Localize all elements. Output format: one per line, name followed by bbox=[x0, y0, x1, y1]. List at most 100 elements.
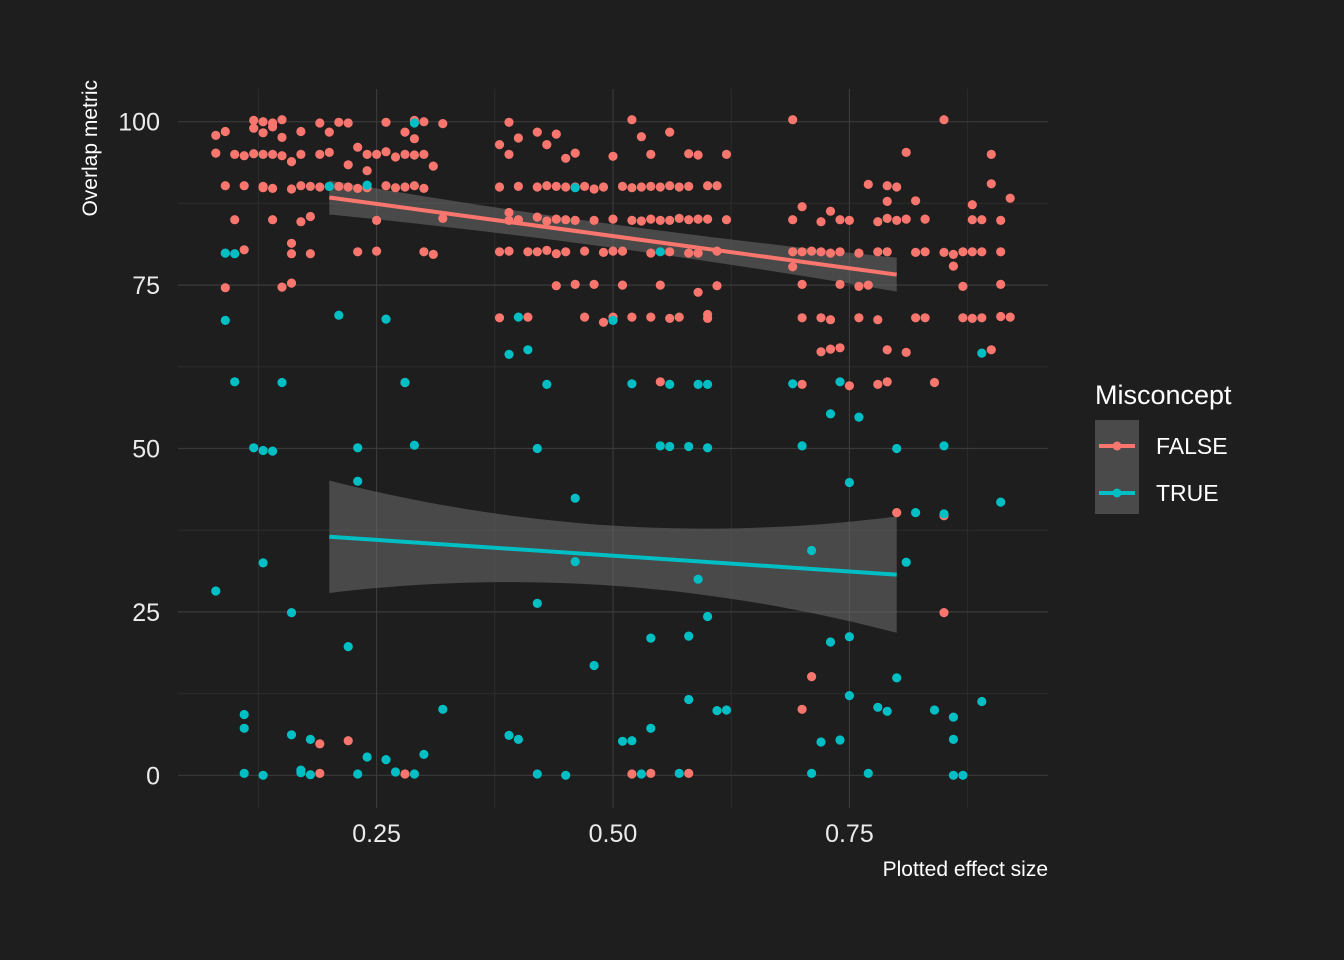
data-point-false bbox=[381, 181, 391, 191]
data-point-false bbox=[268, 183, 278, 193]
data-point-false bbox=[372, 246, 382, 256]
data-point-true bbox=[655, 247, 665, 257]
data-point-false bbox=[598, 182, 609, 192]
data-point-false bbox=[589, 279, 599, 289]
data-point-true bbox=[892, 673, 902, 683]
data-point-false bbox=[835, 343, 845, 353]
y-tick-label: 50 bbox=[132, 436, 160, 464]
data-point-false bbox=[854, 313, 864, 323]
data-point-false bbox=[797, 247, 807, 257]
data-point-true bbox=[646, 633, 656, 643]
data-point-false bbox=[580, 246, 590, 256]
data-point-false bbox=[996, 215, 1006, 225]
data-point-false bbox=[655, 280, 665, 290]
data-point-false bbox=[580, 312, 590, 322]
data-point-true bbox=[996, 497, 1006, 507]
data-point-false bbox=[589, 184, 599, 194]
data-point-false bbox=[636, 182, 647, 192]
data-point-false bbox=[788, 262, 798, 272]
x-tick-label: 0.50 bbox=[589, 820, 638, 848]
data-point-true bbox=[712, 706, 722, 716]
data-point-false bbox=[939, 115, 949, 125]
data-point-false bbox=[646, 312, 656, 322]
data-point-false bbox=[286, 157, 297, 167]
data-point-false bbox=[882, 196, 892, 206]
legend-key-background bbox=[1095, 420, 1139, 514]
data-point-true bbox=[665, 441, 675, 452]
data-point-false bbox=[892, 182, 902, 192]
data-point-false bbox=[797, 313, 807, 323]
data-point-true bbox=[258, 558, 268, 568]
data-point-false bbox=[703, 214, 713, 224]
data-point-false bbox=[258, 149, 268, 159]
data-point-false bbox=[882, 181, 892, 191]
data-point-false bbox=[873, 379, 883, 389]
data-point-false bbox=[693, 150, 703, 160]
data-point-true bbox=[362, 752, 372, 762]
data-point-true bbox=[324, 181, 334, 191]
data-point-true bbox=[627, 379, 637, 389]
data-point-true bbox=[807, 768, 817, 779]
data-point-false bbox=[580, 181, 590, 191]
data-point-false bbox=[665, 215, 675, 225]
data-point-false bbox=[353, 247, 363, 257]
data-point-false bbox=[797, 279, 807, 289]
data-point-false bbox=[646, 768, 656, 779]
data-point-false bbox=[665, 247, 675, 257]
data-point-false bbox=[901, 214, 911, 224]
data-point-false bbox=[712, 281, 722, 291]
data-point-true bbox=[504, 349, 514, 359]
data-point-false bbox=[419, 149, 429, 159]
data-point-false bbox=[977, 313, 987, 323]
data-point-true bbox=[532, 443, 542, 454]
data-point-false bbox=[277, 132, 287, 142]
data-point-true bbox=[693, 574, 703, 584]
data-point-true bbox=[674, 768, 684, 779]
data-point-true bbox=[721, 705, 732, 715]
data-point-false bbox=[561, 247, 571, 257]
data-point-false bbox=[438, 213, 448, 223]
data-point-false bbox=[334, 117, 344, 127]
data-point-false bbox=[258, 117, 268, 127]
data-point-true bbox=[353, 769, 363, 779]
data-point-false bbox=[788, 115, 798, 125]
data-point-false bbox=[372, 149, 382, 159]
data-point-false bbox=[939, 247, 949, 257]
data-point-false bbox=[1005, 193, 1015, 203]
data-point-true bbox=[239, 768, 249, 779]
data-point-true bbox=[258, 770, 268, 780]
data-point-false bbox=[797, 379, 807, 389]
data-point-false bbox=[788, 215, 798, 225]
data-point-true bbox=[239, 709, 249, 720]
data-point-true bbox=[911, 507, 921, 518]
data-point-false bbox=[665, 313, 675, 323]
data-point-true bbox=[977, 696, 987, 707]
data-point-false bbox=[712, 181, 722, 191]
data-point-false bbox=[920, 247, 930, 257]
data-point-true bbox=[617, 736, 628, 746]
data-point-false bbox=[523, 247, 533, 257]
data-point-true bbox=[249, 443, 259, 453]
data-point-true bbox=[570, 183, 580, 193]
data-point-true bbox=[513, 312, 524, 322]
data-point-false bbox=[967, 215, 977, 225]
data-point-true bbox=[419, 749, 429, 760]
data-point-true bbox=[353, 443, 363, 453]
data-point-false bbox=[494, 247, 505, 257]
data-point-false bbox=[561, 215, 571, 225]
data-point-true bbox=[892, 443, 902, 454]
data-point-false bbox=[655, 182, 665, 192]
data-point-false bbox=[617, 181, 628, 191]
data-point-true bbox=[844, 632, 855, 642]
data-point-true bbox=[353, 476, 363, 486]
data-point-false bbox=[882, 377, 892, 387]
data-point-true bbox=[381, 755, 391, 765]
legend-key-false-point bbox=[1112, 441, 1122, 451]
data-point-true bbox=[305, 770, 315, 780]
data-point-false bbox=[570, 148, 580, 158]
x-tick-label: 0.75 bbox=[825, 820, 874, 848]
data-point-false bbox=[996, 247, 1006, 257]
data-point-false bbox=[230, 149, 240, 159]
x-axis-title: Plotted effect size bbox=[883, 858, 1048, 881]
data-point-false bbox=[816, 217, 826, 227]
